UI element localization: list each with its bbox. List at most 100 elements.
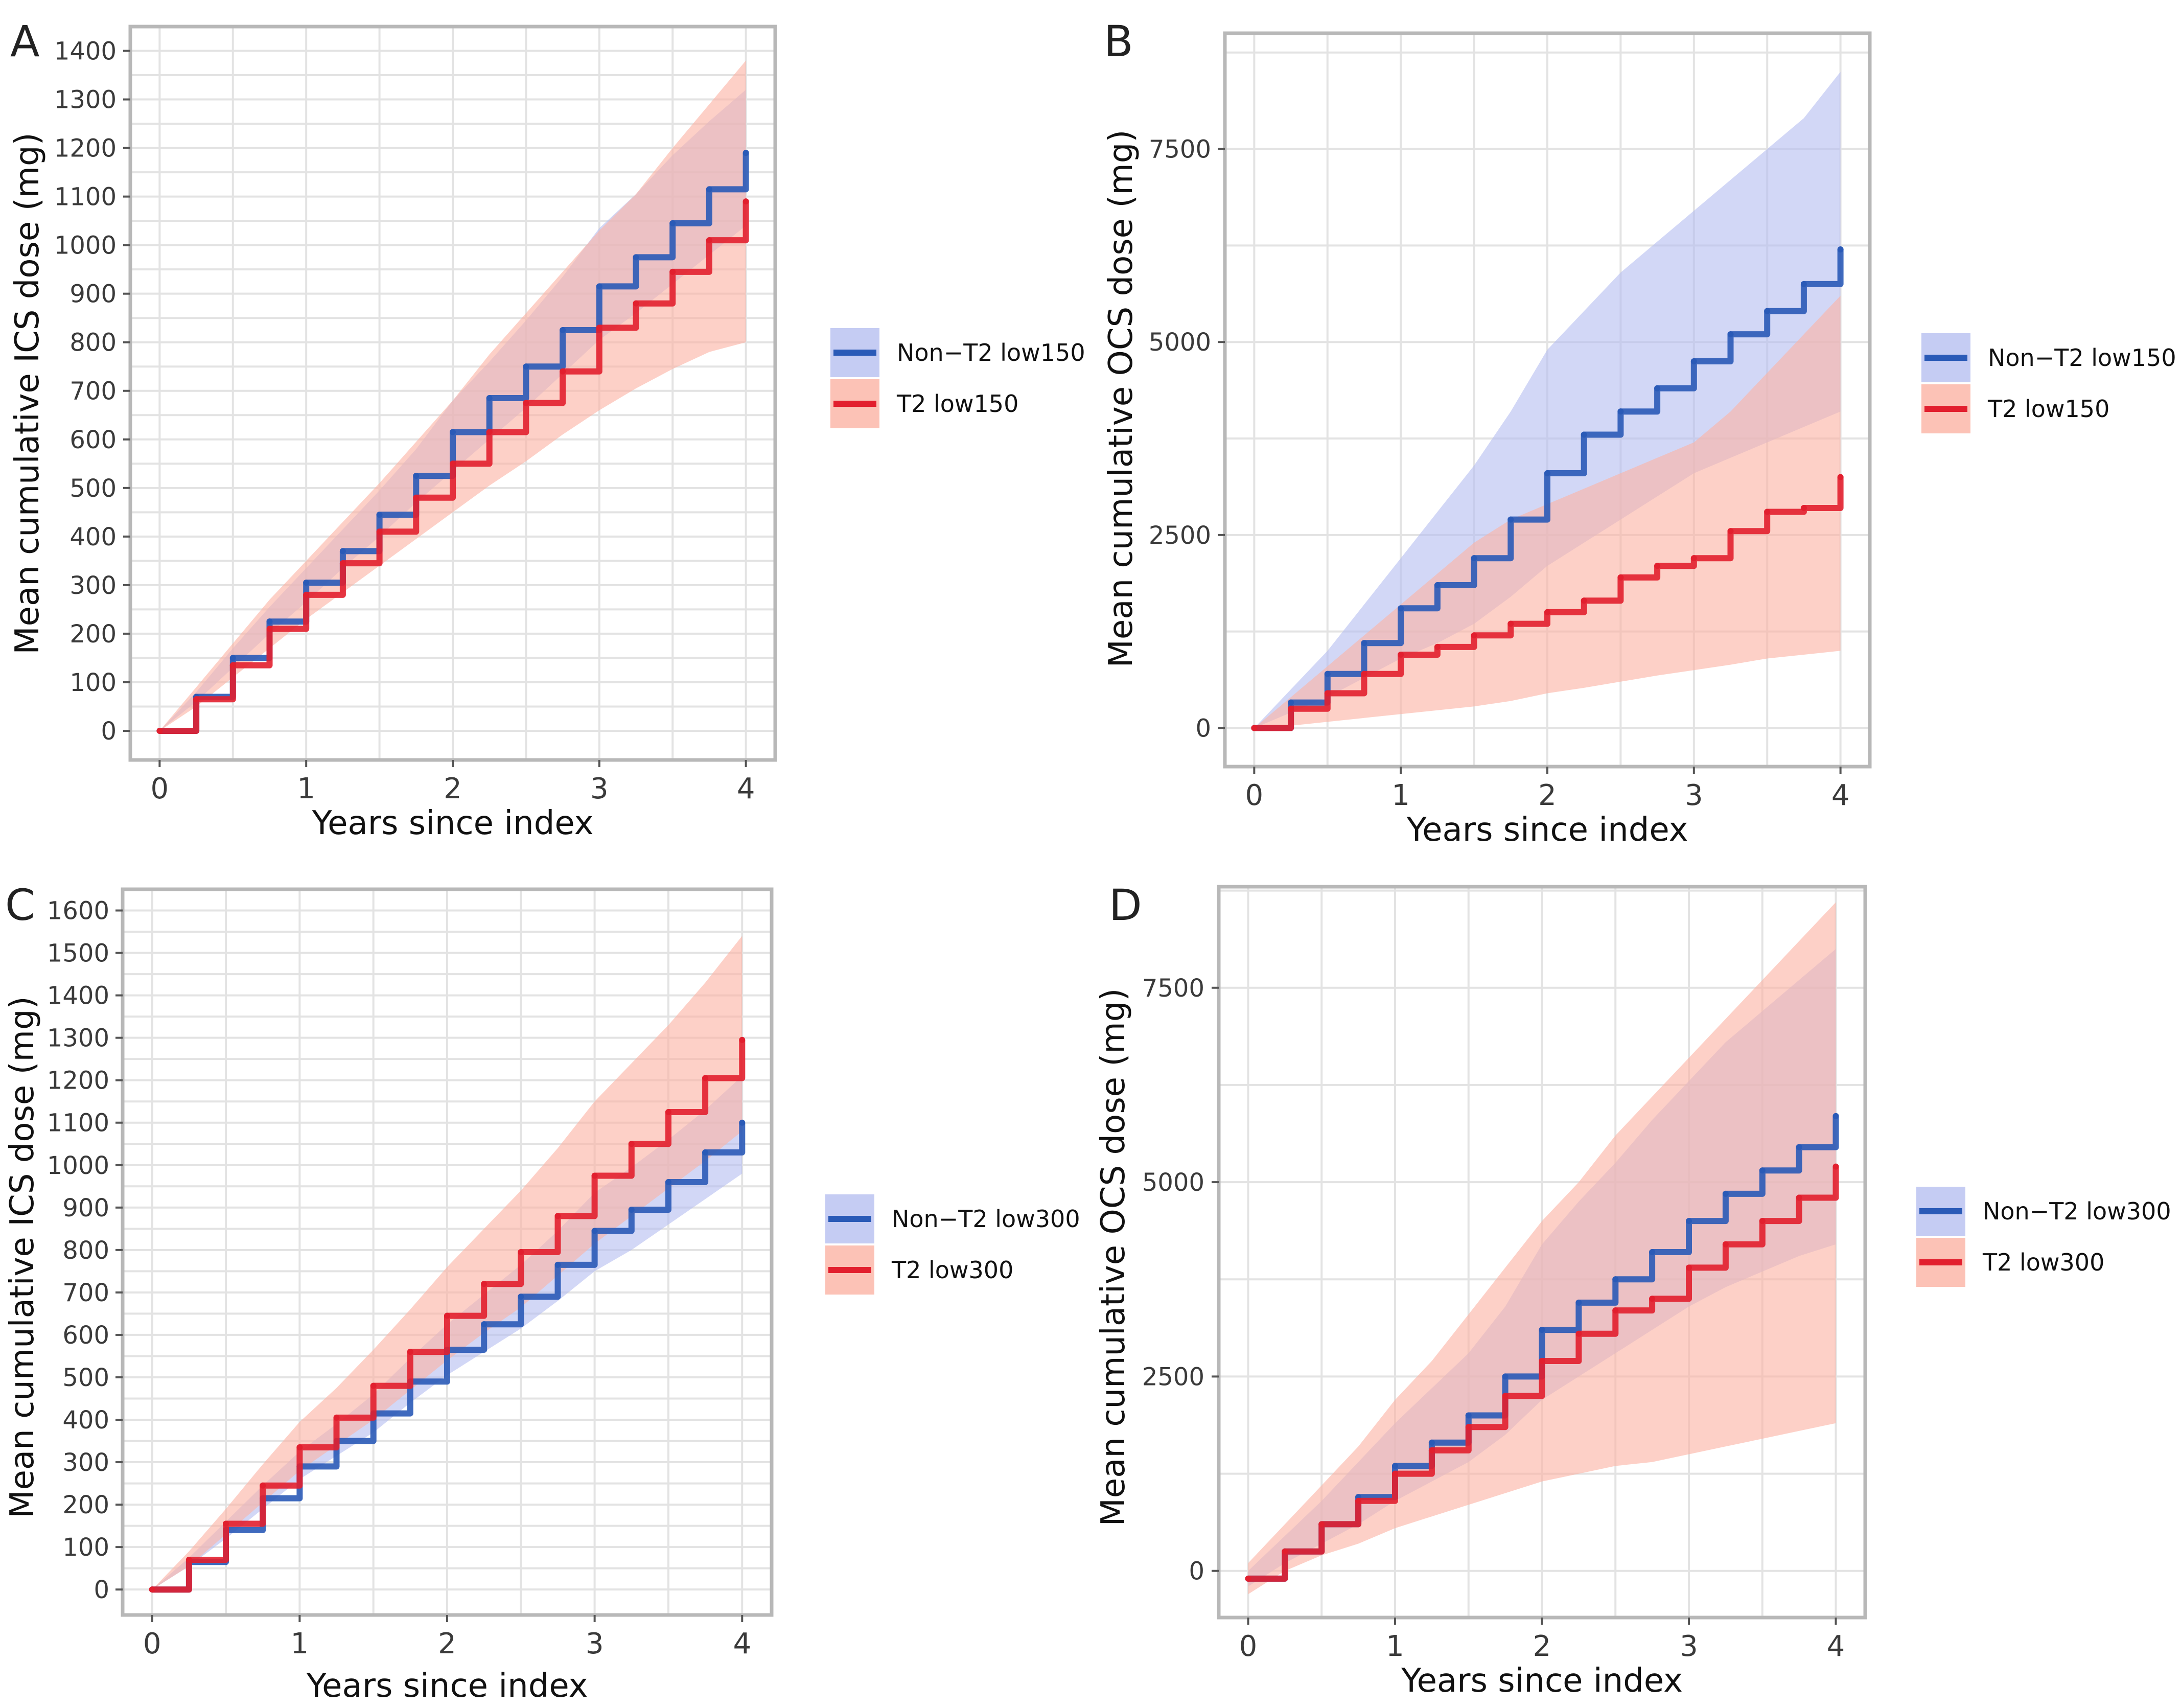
- data-point: [229, 655, 236, 661]
- data-point: [1612, 1276, 1619, 1283]
- data-point: [591, 1172, 598, 1179]
- x-tick-label: 3: [1680, 1630, 1698, 1663]
- data-point: [1361, 671, 1367, 677]
- data-point: [1649, 1249, 1656, 1255]
- y-tick-label: 1000: [54, 232, 117, 260]
- data-point: [1502, 1373, 1509, 1380]
- x-tick-label: 2: [438, 1627, 456, 1660]
- data-point: [518, 1294, 524, 1300]
- data-point: [1686, 1264, 1692, 1271]
- y-tick-label: 1200: [54, 134, 117, 163]
- y-tick-label: 400: [62, 1406, 109, 1435]
- y-tick-label: 300: [62, 1448, 109, 1477]
- data-point: [303, 591, 310, 598]
- data-point: [1581, 431, 1587, 438]
- x-tick-label: 1: [1391, 779, 1410, 812]
- data-point: [1832, 1113, 1839, 1119]
- y-tick-label: 1000: [47, 1151, 109, 1180]
- data-point: [481, 1281, 488, 1287]
- x-tick-label: 4: [737, 772, 755, 805]
- data-point: [518, 1249, 524, 1255]
- data-point: [560, 368, 566, 375]
- x-axis-title: Years since index: [306, 1667, 588, 1705]
- y-tick-label: 7500: [1149, 135, 1211, 164]
- data-point: [628, 1206, 635, 1213]
- data-point: [702, 1075, 709, 1081]
- data-point: [266, 626, 273, 632]
- data-point: [591, 1228, 598, 1234]
- legend-label: T2 low300: [1982, 1249, 2104, 1276]
- data-point: [1617, 574, 1624, 581]
- data-point: [1649, 1296, 1656, 1302]
- data-point: [486, 395, 493, 402]
- data-point: [1837, 246, 1844, 252]
- legend-label: Non−T2 low300: [892, 1205, 1080, 1233]
- y-tick-label: 0: [1189, 1557, 1204, 1586]
- data-point: [1434, 582, 1441, 589]
- x-tick-label: 0: [1245, 779, 1264, 812]
- data-point: [706, 186, 712, 193]
- x-tick-label: 3: [1685, 779, 1703, 812]
- data-point: [596, 325, 602, 331]
- data-point: [1612, 1307, 1619, 1314]
- y-tick-label: 5000: [1142, 1168, 1204, 1197]
- x-tick-label: 1: [291, 1627, 309, 1660]
- data-point: [739, 1036, 746, 1043]
- data-point: [665, 1109, 671, 1115]
- legend-label: Non−T2 low300: [1983, 1197, 2171, 1225]
- y-tick-label: 1600: [47, 897, 109, 926]
- data-point: [665, 1179, 671, 1185]
- legend-label: T2 low300: [891, 1256, 1013, 1284]
- data-point: [1355, 1497, 1362, 1504]
- data-point: [229, 662, 236, 668]
- y-tick-label: 7500: [1142, 974, 1204, 1003]
- data-point: [1575, 1330, 1582, 1337]
- data-point: [260, 1482, 266, 1489]
- data-point: [633, 300, 639, 307]
- data-point: [481, 1321, 488, 1328]
- data-point: [450, 460, 456, 467]
- y-axis-title: Mean cumulative ICS dose (mg): [4, 996, 41, 1518]
- data-point: [523, 363, 529, 370]
- y-tick-label: 1100: [54, 183, 117, 212]
- data-point: [1398, 651, 1404, 658]
- data-point: [1581, 597, 1587, 604]
- data-point: [450, 429, 456, 435]
- legend: Non−T2 low300 T2 low300: [825, 1194, 1080, 1295]
- data-point: [1832, 1163, 1839, 1170]
- data-point: [223, 1520, 229, 1527]
- y-tick-label: 500: [62, 1364, 109, 1392]
- y-tick-label: 1400: [54, 37, 117, 66]
- data-point: [1324, 671, 1331, 677]
- data-point: [743, 150, 749, 156]
- data-point: [296, 1444, 303, 1450]
- data-point: [1654, 385, 1661, 391]
- data-point: [1471, 632, 1477, 639]
- y-tick-label: 1100: [47, 1109, 109, 1138]
- x-tick-label: 4: [1831, 779, 1850, 812]
- data-point: [1727, 331, 1734, 338]
- y-tick-label: 0: [94, 1576, 109, 1604]
- data-point: [333, 1414, 340, 1421]
- panel-letter: B: [1104, 16, 1133, 66]
- data-point: [1759, 1167, 1766, 1174]
- x-tick-label: 0: [143, 1627, 161, 1660]
- data-point: [706, 237, 712, 244]
- legend-label: T2 low150: [896, 390, 1018, 418]
- y-tick-label: 1300: [54, 86, 117, 114]
- panel-d: D 0 2500 5000 7500 0 1 2 3 4 Years since index Mean…: [1095, 880, 2171, 1700]
- data-point: [1690, 555, 1697, 562]
- panel-b: B 0 2500 5000 7500 0 1 2 3 4 Years since index Mean…: [1102, 16, 2176, 849]
- x-tick-label: 4: [1827, 1630, 1845, 1663]
- x-axis-title: Years since index: [312, 804, 594, 842]
- ci-band-nonT2: [1254, 72, 1841, 728]
- data-point: [554, 1213, 561, 1219]
- ci-band-t2: [152, 936, 743, 1590]
- y-tick-label: 400: [69, 523, 117, 551]
- y-tick-label: 5000: [1149, 328, 1211, 357]
- legend: Non−T2 low150 T2 low150: [830, 328, 1085, 428]
- y-tick-label: 900: [62, 1194, 109, 1222]
- x-tick-label: 4: [733, 1627, 751, 1660]
- data-point: [743, 198, 749, 205]
- data-point: [1800, 504, 1807, 511]
